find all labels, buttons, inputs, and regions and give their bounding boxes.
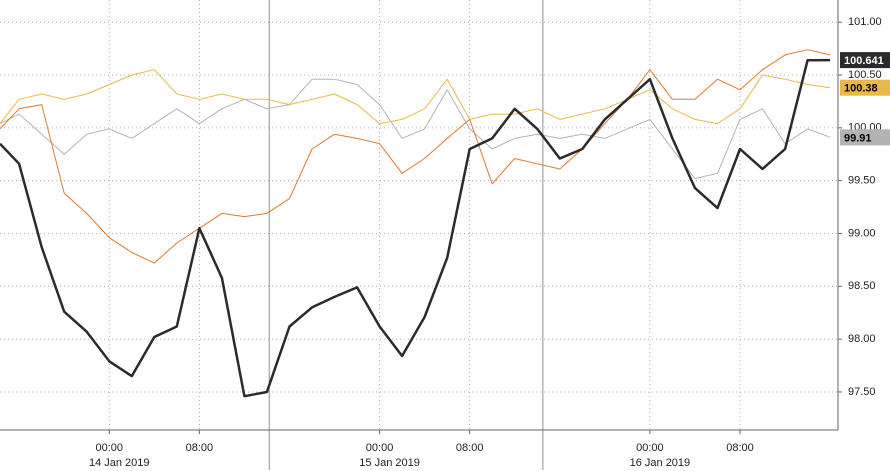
last-value-box (840, 79, 890, 96)
y-tick-label: 99.50 (848, 175, 876, 187)
x-tick-label: 08:00 (186, 442, 214, 454)
x-tick-label: 00:00 (95, 442, 123, 454)
last-value-label: 99.91 (844, 132, 872, 144)
series-line (0, 78, 831, 180)
last-value-label: 100.38 (844, 83, 878, 95)
last-value-box (840, 52, 890, 69)
y-tick-label: 98.50 (848, 280, 876, 292)
series-line (0, 69, 831, 125)
x-tick-label: 08:00 (456, 442, 484, 454)
x-tick-label: 08:00 (726, 442, 754, 454)
y-tick-label: 101.00 (848, 16, 882, 28)
last-value-box (840, 129, 890, 146)
last-value-label: 100.641 (844, 55, 884, 67)
y-tick-label: 100.50 (848, 69, 882, 81)
y-tick-label: 97.50 (848, 386, 876, 398)
series-line (0, 58, 831, 398)
y-tick-label: 100.00 (848, 122, 882, 134)
series-line (0, 49, 831, 264)
y-tick-label: 98.00 (848, 333, 876, 345)
x-tick-label: 00:00 (636, 442, 664, 454)
y-tick-label: 99.00 (848, 227, 876, 239)
date-label: 14 Jan 2019 (89, 457, 150, 469)
date-label: 15 Jan 2019 (359, 457, 420, 469)
x-tick-label: 00:00 (366, 442, 394, 454)
date-label: 16 Jan 2019 (630, 457, 691, 469)
